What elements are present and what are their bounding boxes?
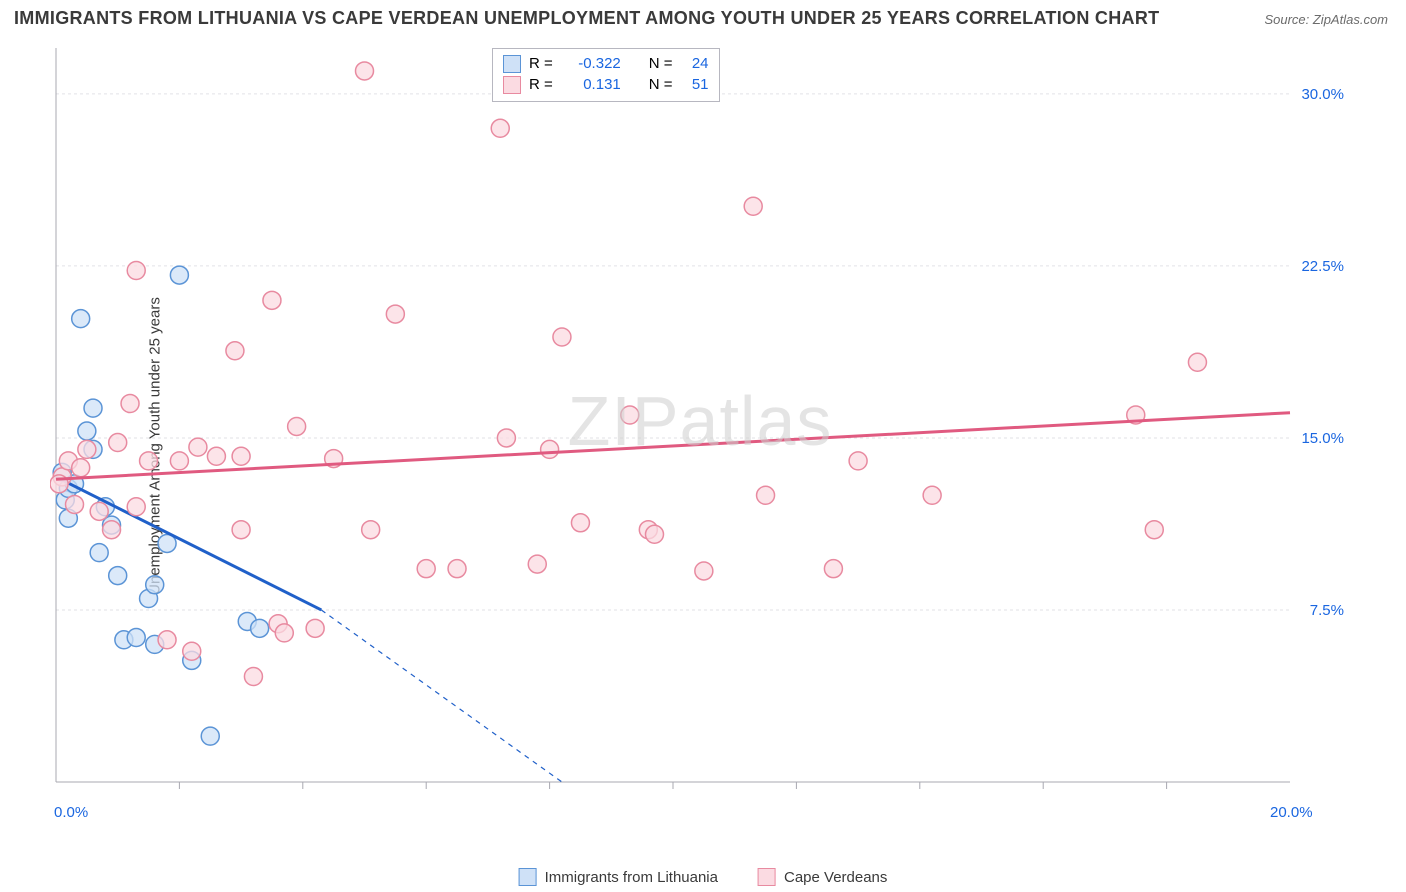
legend-label: Immigrants from Lithuania: [545, 869, 718, 886]
x-tick-label: 20.0%: [1270, 804, 1313, 821]
stat-n-value: 51: [681, 74, 709, 95]
legend-item-lithuania: Immigrants from Lithuania: [519, 868, 718, 886]
stats-row: R = 0.131 N = 51: [503, 74, 709, 95]
svg-text:30.0%: 30.0%: [1301, 86, 1344, 103]
stat-r-label: R =: [529, 74, 553, 95]
stats-row: R = -0.322 N = 24: [503, 53, 709, 74]
source-label: Source: ZipAtlas.com: [1264, 12, 1388, 27]
svg-text:22.5%: 22.5%: [1301, 258, 1344, 275]
stats-swatch: [503, 76, 521, 94]
legend-label: Cape Verdeans: [784, 869, 887, 886]
chart-title: IMMIGRANTS FROM LITHUANIA VS CAPE VERDEA…: [14, 8, 1159, 29]
stat-r-value: -0.322: [561, 53, 621, 74]
legend-swatch: [758, 868, 776, 886]
stat-r-value: 0.131: [561, 74, 621, 95]
legend-item-capeverde: Cape Verdeans: [758, 868, 887, 886]
chart-area: ZIPatlas 7.5%15.0%22.5%30.0% R = -0.322 …: [50, 42, 1350, 832]
stat-n-value: 24: [681, 53, 709, 74]
legend: Immigrants from Lithuania Cape Verdeans: [519, 868, 888, 886]
stat-n-label: N =: [649, 74, 673, 95]
x-tick-label: 0.0%: [54, 804, 88, 821]
svg-text:7.5%: 7.5%: [1310, 602, 1344, 619]
legend-swatch: [519, 868, 537, 886]
stat-n-label: N =: [649, 53, 673, 74]
stat-r-label: R =: [529, 53, 553, 74]
correlation-stats-box: R = -0.322 N = 24 R = 0.131 N = 51: [492, 48, 720, 102]
scatter-chart: 7.5% 15.0% 22.5% 30.0%: [50, 42, 1350, 832]
svg-text:15.0%: 15.0%: [1301, 430, 1344, 447]
stats-swatch: [503, 55, 521, 73]
